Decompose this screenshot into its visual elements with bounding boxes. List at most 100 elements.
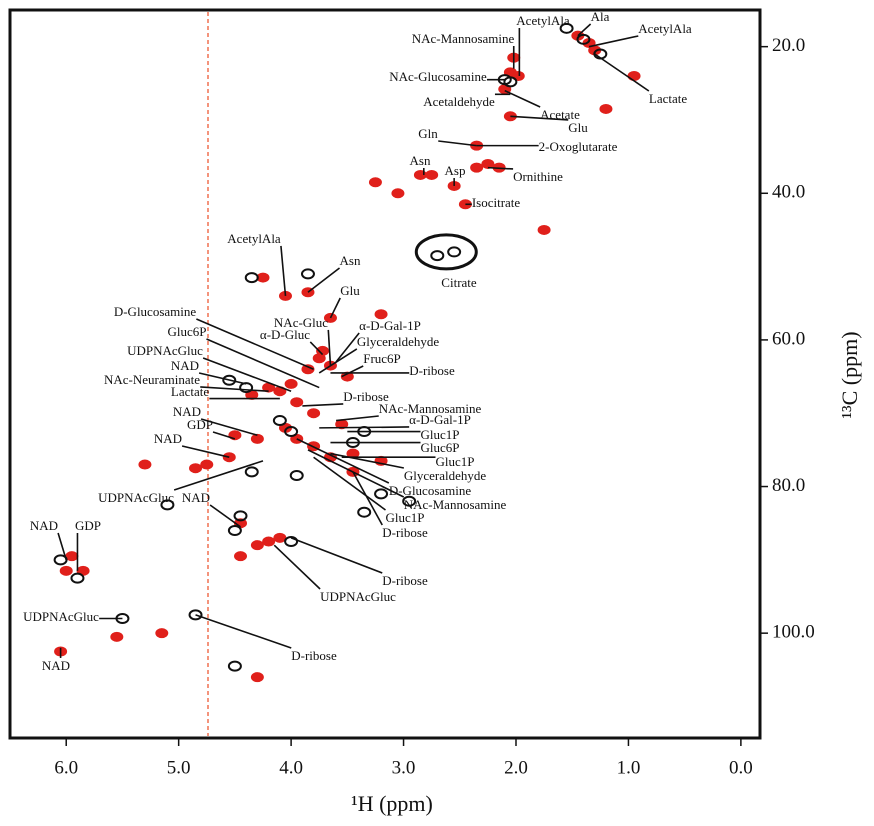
- annotation-label: Isocitrate: [472, 195, 521, 210]
- annotation-label: α-D-Gal-1P: [359, 318, 421, 333]
- annotation-leader: [319, 426, 410, 429]
- plot-frame: [8, 8, 762, 740]
- peak: [65, 551, 79, 562]
- annotation-label: NAc-Gluc: [274, 315, 328, 330]
- peak: [425, 169, 439, 180]
- annotation-label: Citrate: [441, 275, 477, 290]
- peak: [290, 397, 304, 408]
- annotation-leader: [196, 318, 314, 370]
- peak: [559, 22, 574, 34]
- x-tick-label: 3.0: [392, 757, 416, 778]
- y-axis-title: ¹³C (ppm): [837, 331, 862, 418]
- peak: [250, 540, 264, 551]
- annotation-leader: [335, 332, 360, 363]
- annotation-label: NAc-Glucosamine: [389, 69, 487, 84]
- annotation-label: D-ribose: [291, 648, 337, 663]
- annotation-leader: [273, 544, 321, 590]
- annotation-label: Asn: [410, 153, 431, 168]
- x-tick-label: 4.0: [279, 757, 303, 778]
- peak: [244, 466, 259, 478]
- peak: [200, 459, 214, 470]
- annotation-label: Glu: [340, 283, 360, 298]
- annotation-label: Acetaldehyde: [423, 94, 495, 109]
- peak: [430, 250, 445, 262]
- annotation-label: UDPNAcGluc: [98, 490, 174, 505]
- annotation-label: D-Glucosamine: [389, 483, 472, 498]
- peak: [233, 510, 248, 522]
- annotation-leader: [438, 140, 477, 147]
- annotation-label: NAc-Neuraminate: [104, 372, 200, 387]
- annotation-label: GDP: [75, 518, 101, 533]
- annotation-leader: [202, 357, 292, 392]
- x-tick-label: 6.0: [54, 757, 78, 778]
- annotation-label: Lactate: [649, 91, 687, 106]
- x-tick-label: 2.0: [504, 757, 528, 778]
- peak: [312, 353, 326, 364]
- peak: [188, 609, 203, 621]
- annotation-leader: [212, 431, 236, 440]
- peak: [262, 536, 276, 547]
- annotation-label: NAD: [171, 358, 199, 373]
- peak: [239, 382, 254, 394]
- y-tick-label: 80.0: [772, 475, 805, 496]
- annotation-label: D-ribose: [382, 573, 428, 588]
- y-tick-label: 40.0: [772, 182, 805, 203]
- annotation-leader: [302, 403, 344, 407]
- annotation-label: NAD: [182, 490, 210, 505]
- peak: [503, 76, 518, 88]
- annotation-leader: [280, 245, 287, 296]
- peak: [402, 495, 417, 507]
- peak: [138, 459, 152, 470]
- annotation-leader: [329, 297, 341, 319]
- annotation-label: α-D-Gluc: [260, 327, 310, 342]
- annotation-label: NAD: [42, 658, 70, 673]
- peak: [250, 672, 264, 683]
- annotation-label: Glyceraldehyde: [357, 334, 440, 349]
- annotation-label: NAc-Mannosamine: [412, 31, 515, 46]
- peak: [70, 572, 85, 584]
- annotation-label: Lactate: [171, 384, 209, 399]
- annotation-label: NAc-Mannosamine: [404, 497, 507, 512]
- annotation-label: NAD: [173, 404, 201, 419]
- y-tick-label: 100.0: [772, 622, 815, 643]
- peak: [599, 103, 613, 114]
- annotation-leader: [336, 415, 379, 422]
- annotation-label: Gln: [418, 126, 438, 141]
- peak: [627, 70, 641, 81]
- peak: [272, 415, 287, 427]
- annotation-leader: [200, 386, 269, 393]
- annotation-leader: [504, 89, 541, 108]
- annotation-label: Gluc6P: [168, 324, 207, 339]
- annotation-label: Fruc6P: [363, 351, 401, 366]
- annotation-leader: [510, 115, 569, 121]
- peak: [368, 177, 382, 188]
- peak: [374, 309, 388, 320]
- annotation-label: 2-Oxoglutarate: [539, 139, 618, 154]
- peak: [537, 224, 551, 235]
- annotation-leader: [296, 438, 390, 484]
- annotation-label: UDPNAcGluc: [320, 589, 396, 604]
- peak: [301, 364, 315, 375]
- annotation-label: Ornithine: [513, 169, 563, 184]
- x-axis-title: ¹H (ppm): [351, 791, 433, 816]
- peak: [289, 470, 304, 482]
- annotation-leader: [309, 341, 324, 356]
- annotation-ring: [414, 233, 478, 271]
- peak: [307, 408, 321, 419]
- annotation-label: D-ribose: [409, 363, 455, 378]
- annotation-label: UDPNAcGluc: [127, 343, 203, 358]
- x-tick-label: 0.0: [729, 757, 753, 778]
- annotation-leader: [313, 456, 386, 511]
- peak: [273, 532, 287, 543]
- peak: [413, 169, 427, 180]
- peak: [284, 426, 299, 438]
- annotation-leader: [588, 35, 639, 48]
- x-tick-label: 5.0: [167, 757, 191, 778]
- peak: [53, 554, 68, 566]
- annotation-label: Ala: [591, 9, 610, 24]
- annotation-leader: [307, 267, 341, 293]
- peak: [576, 33, 591, 45]
- annotation-label: D-ribose: [382, 525, 428, 540]
- peak: [222, 374, 237, 386]
- annotation-label: Asp: [445, 163, 466, 178]
